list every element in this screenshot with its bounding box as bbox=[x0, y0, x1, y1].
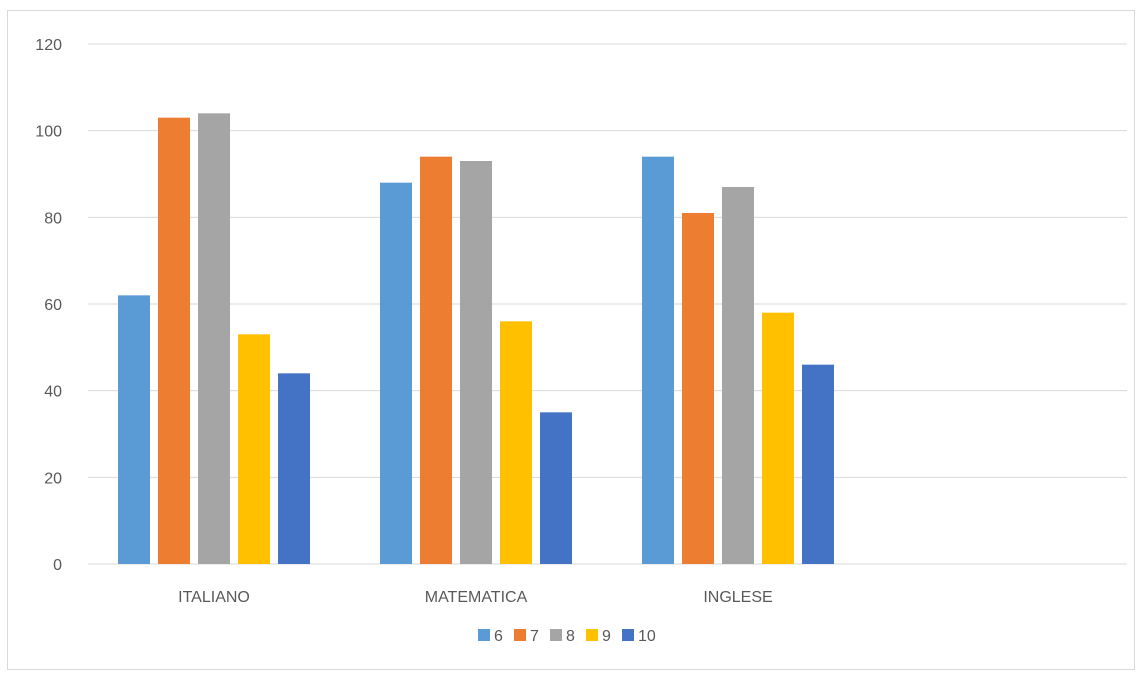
bar-matematica-8 bbox=[460, 161, 492, 564]
bar-inglese-7 bbox=[682, 213, 714, 564]
bar-italiano-7 bbox=[158, 117, 190, 565]
bar-matematica-6 bbox=[380, 182, 412, 564]
legend-label: 7 bbox=[530, 628, 539, 645]
legend-swatch bbox=[622, 629, 634, 641]
bar-inglese-8 bbox=[722, 187, 754, 564]
y-tick-label: 40 bbox=[44, 384, 62, 401]
bar-inglese-10 bbox=[802, 364, 834, 564]
legend-swatch bbox=[550, 629, 562, 641]
bar-inglese-6 bbox=[642, 156, 674, 564]
x-axis-categories: ITALIANO MATEMATICA INGLESE bbox=[178, 589, 773, 606]
legend-swatch bbox=[586, 629, 598, 641]
y-tick-label: 20 bbox=[44, 470, 62, 487]
legend-label: 9 bbox=[602, 628, 611, 645]
x-category-label: MATEMATICA bbox=[425, 589, 528, 606]
bar-matematica-7 bbox=[420, 156, 452, 564]
y-tick-label: 100 bbox=[35, 124, 62, 141]
y-axis-ticks: 0 20 40 60 80 100 120 bbox=[35, 37, 62, 574]
legend-swatch bbox=[478, 629, 490, 641]
bar-italiano-6 bbox=[118, 295, 150, 564]
bar-inglese-9 bbox=[762, 312, 794, 564]
y-tick-label: 0 bbox=[53, 557, 62, 574]
bar-italiano-8 bbox=[198, 113, 230, 564]
bars bbox=[118, 113, 834, 565]
bar-italiano-9 bbox=[238, 334, 270, 564]
legend-label: 6 bbox=[494, 628, 503, 645]
legend: 6 7 8 9 10 bbox=[478, 628, 656, 645]
bar-matematica-10 bbox=[540, 412, 572, 564]
bar-matematica-9 bbox=[500, 321, 532, 564]
legend-label: 10 bbox=[638, 628, 656, 645]
y-tick-label: 60 bbox=[44, 297, 62, 314]
x-category-label: ITALIANO bbox=[178, 589, 250, 606]
legend-swatch bbox=[514, 629, 526, 641]
bar-italiano-10 bbox=[278, 373, 310, 564]
y-tick-label: 80 bbox=[44, 210, 62, 227]
x-category-label: INGLESE bbox=[703, 589, 772, 606]
legend-label: 8 bbox=[566, 628, 575, 645]
y-tick-label: 120 bbox=[35, 37, 62, 54]
